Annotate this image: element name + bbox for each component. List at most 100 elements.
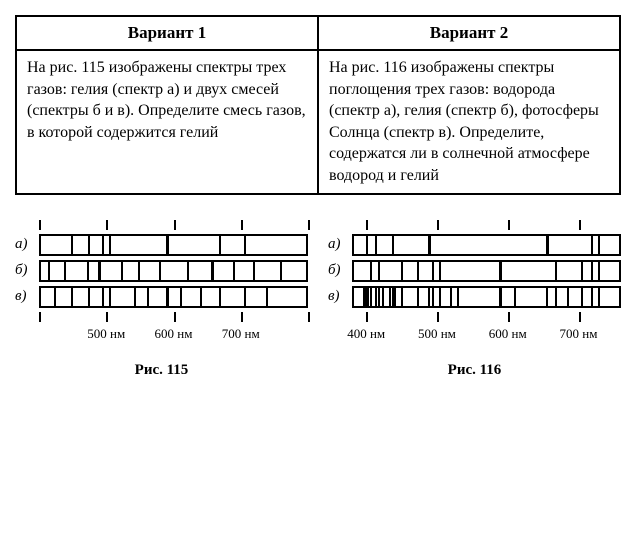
- spectral-line: [392, 236, 394, 254]
- spectral-line: [401, 262, 403, 280]
- top-ticks: [352, 220, 621, 230]
- spectral-line: [598, 236, 600, 254]
- spectral-line: [109, 288, 111, 306]
- spectral-line: [591, 262, 593, 280]
- spectral-line: [581, 262, 583, 280]
- spectral-line: [581, 288, 583, 306]
- spectral-line: [253, 262, 255, 280]
- spectral-line: [166, 288, 169, 306]
- spectral-line: [499, 262, 502, 280]
- bottom-ticks: [352, 312, 621, 322]
- spectral-line: [211, 262, 214, 280]
- figure-115-caption: Рис. 115: [135, 362, 189, 379]
- spectral-line: [591, 236, 593, 254]
- spectral-line: [233, 262, 235, 280]
- spectral-line: [219, 236, 221, 254]
- spectrum-bar: [352, 260, 621, 282]
- spectral-line: [457, 288, 459, 306]
- spectral-line: [392, 288, 394, 306]
- spectral-line: [432, 262, 434, 280]
- spectrum-row-label: а): [328, 236, 352, 253]
- spectral-line: [109, 236, 111, 254]
- figure-115: а) б) в) 500 нм600 нм700 нм Рис. 115: [15, 220, 308, 379]
- spectral-line: [48, 262, 50, 280]
- spectral-line: [121, 262, 123, 280]
- spectral-line: [280, 262, 282, 280]
- header-variant-1: Вариант 1: [16, 16, 318, 50]
- spectral-line: [187, 262, 189, 280]
- axis-tick-label: 700 нм: [560, 326, 598, 342]
- cell-variant-1: На рис. 115 изображены спектры трех газо…: [16, 50, 318, 194]
- axis-tick-label: 500 нм: [87, 326, 125, 342]
- spectral-line: [382, 288, 384, 306]
- axis-tick-label: 500 нм: [418, 326, 456, 342]
- figure-116: а) б) в) 400 нм 500 нм 600 нм 700 нм Рис. 116: [328, 220, 621, 379]
- spectral-line: [134, 288, 136, 306]
- spectral-line: [166, 236, 169, 254]
- spectrum-bar: [39, 234, 308, 256]
- spectral-line: [439, 262, 441, 280]
- spectral-line: [375, 236, 377, 254]
- spectral-line: [88, 288, 90, 306]
- spectral-line: [98, 262, 101, 280]
- axis-tick-label: 600 нм: [489, 326, 527, 342]
- spectral-line: [417, 262, 419, 280]
- spectral-line: [417, 288, 419, 306]
- spectral-line: [378, 262, 380, 280]
- problem-table: Вариант 1 Вариант 2 На рис. 115 изображе…: [15, 15, 621, 195]
- spectral-line: [244, 236, 246, 254]
- spectral-line: [366, 236, 368, 254]
- spectral-line: [266, 288, 268, 306]
- spectral-line: [102, 236, 104, 254]
- spectral-line: [439, 288, 441, 306]
- spectral-line: [394, 288, 396, 306]
- spectrum-bar: [39, 260, 308, 282]
- spectral-line: [102, 288, 104, 306]
- axis-labels: 500 нм600 нм700 нм: [39, 326, 308, 344]
- spectral-line: [88, 236, 90, 254]
- spectrum-row-label: в): [15, 288, 39, 305]
- spectral-line: [147, 288, 149, 306]
- figure-116-caption: Рис. 116: [448, 362, 502, 379]
- spectral-line: [389, 288, 391, 306]
- spectral-line: [428, 288, 430, 306]
- top-ticks: [39, 220, 308, 230]
- header-variant-2: Вариант 2: [318, 16, 620, 50]
- spectral-line: [378, 288, 380, 306]
- axis-labels: 400 нм500 нм600 нм700 нм: [352, 326, 621, 344]
- bottom-ticks: [39, 312, 308, 322]
- spectral-line: [428, 236, 431, 254]
- spectrum-bar: [352, 286, 621, 308]
- spectrum-bar: [39, 286, 308, 308]
- spectral-line: [219, 288, 221, 306]
- cell-variant-2: На рис. 116 изображены спектры поглощени…: [318, 50, 620, 194]
- spectral-line: [546, 288, 548, 306]
- spectral-line: [180, 288, 182, 306]
- spectral-line: [366, 288, 369, 306]
- spectral-line: [71, 236, 73, 254]
- figures-container: а)б)в)500 нм600 нм700 нм Рис. 115 а)б)в)…: [15, 220, 621, 379]
- spectrum-bar: [352, 234, 621, 256]
- spectrum-row-label: б): [15, 262, 39, 279]
- spectral-line: [375, 288, 377, 306]
- spectral-line: [567, 288, 569, 306]
- axis-tick-label: 700 нм: [222, 326, 260, 342]
- spectral-line: [87, 262, 89, 280]
- spectral-line: [598, 262, 600, 280]
- spectral-line: [370, 288, 372, 306]
- spectral-line: [591, 288, 593, 306]
- spectral-line: [555, 288, 557, 306]
- spectrum-row-label: в): [328, 288, 352, 305]
- spectral-line: [432, 288, 434, 306]
- axis-tick-label: 400 нм: [347, 326, 385, 342]
- spectral-line: [555, 262, 557, 280]
- spectral-line: [159, 262, 161, 280]
- spectral-line: [64, 262, 66, 280]
- spectral-line: [200, 288, 202, 306]
- spectrum-row-label: б): [328, 262, 352, 279]
- spectral-line: [499, 288, 502, 306]
- spectral-line: [138, 262, 140, 280]
- spectral-line: [450, 288, 452, 306]
- spectrum-row-label: а): [15, 236, 39, 253]
- spectral-line: [54, 288, 56, 306]
